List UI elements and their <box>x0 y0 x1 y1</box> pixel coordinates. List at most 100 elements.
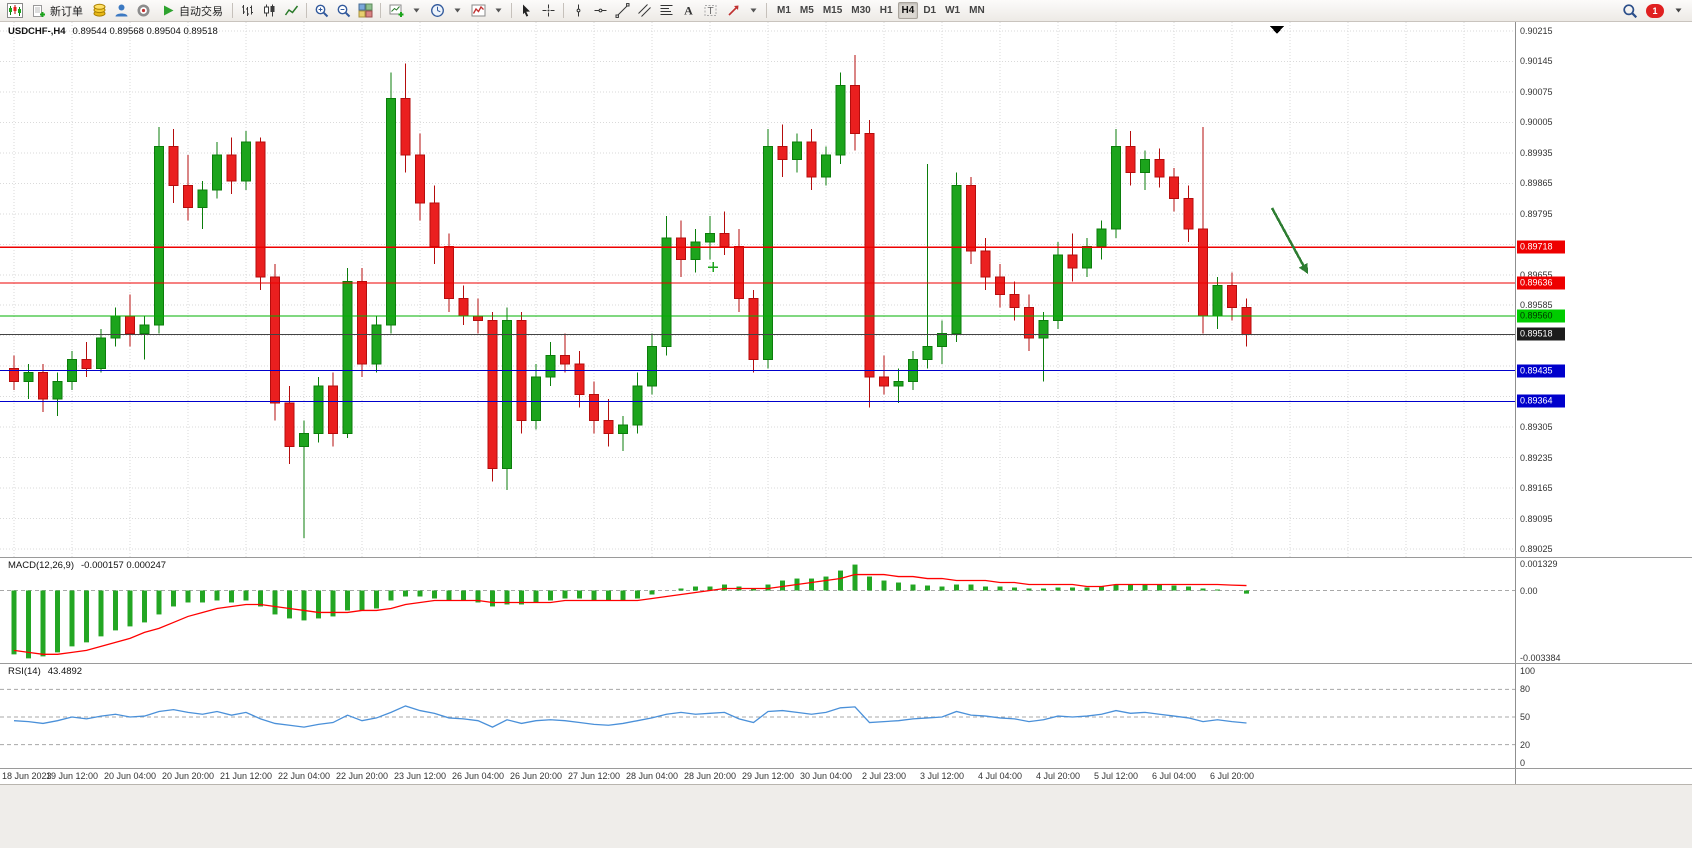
search-icon[interactable] <box>1619 2 1640 20</box>
chart-ohlc-values: 0.89544 0.89568 0.89504 0.89518 <box>72 26 218 37</box>
new-chart-icon <box>386 2 407 20</box>
panel-separator[interactable] <box>0 663 1692 664</box>
price-tag: 0.89560 <box>1517 309 1565 323</box>
price-tag: 0.89518 <box>1517 327 1565 341</box>
timeframe-button-h4[interactable]: H4 <box>897 2 919 19</box>
trendline-icon[interactable] <box>612 2 633 20</box>
text-label-icon[interactable]: T <box>700 2 721 20</box>
macd-values: -0.000157 0.000247 <box>81 560 167 571</box>
new-order-label: 新订单 <box>50 5 83 18</box>
fibonacci-icon[interactable] <box>656 2 677 20</box>
bar-chart-icon[interactable] <box>237 2 258 20</box>
timeframe-button-m1[interactable]: M1 <box>773 2 795 19</box>
zoom-out-icon[interactable] <box>333 2 354 20</box>
svg-text:A: A <box>684 4 693 18</box>
time-axis-label: 27 Jun 12:00 <box>567 771 621 781</box>
shapes-button[interactable] <box>722 2 762 20</box>
timeframe-button-w1[interactable]: W1 <box>941 2 964 19</box>
cursor-icon[interactable] <box>516 2 537 20</box>
notification-badge[interactable]: 1 <box>1646 3 1664 18</box>
toolbar-separator <box>232 3 233 18</box>
new-order-icon <box>31 2 47 20</box>
timeframe-button-d1[interactable]: D1 <box>919 2 940 19</box>
main-toolbar: 新订单 自动交易 <box>0 0 1692 22</box>
time-axis-label: 22 Jun 04:00 <box>277 771 331 781</box>
new-chart-button[interactable] <box>385 2 425 20</box>
caret-down-icon <box>449 2 465 20</box>
indicators-button[interactable] <box>467 2 507 20</box>
price-tick: 0.89235 <box>1520 452 1553 463</box>
price-scale[interactable]: 0.90215 0.90145 0.90075 0.90005 0.89935 0.898… <box>1515 22 1692 784</box>
macd-header: MACD(12,26,9) -0.000157 0.000247 <box>8 560 166 571</box>
macd-label: MACD(12,26,9) <box>8 560 74 571</box>
tile-windows-icon[interactable] <box>355 2 376 20</box>
timeframe-button-m5[interactable]: M5 <box>796 2 818 19</box>
channel-icon[interactable] <box>634 2 655 20</box>
time-axis-label: 2 Jul 23:00 <box>861 771 907 781</box>
toolbar-overflow-icon[interactable] <box>1670 2 1686 20</box>
price-tick: 0.89025 <box>1520 544 1553 554</box>
price-tick: 0.89165 <box>1520 483 1553 494</box>
time-axis-label: 28 Jun 20:00 <box>683 771 737 781</box>
line-chart-icon[interactable] <box>281 2 302 20</box>
caret-down-icon <box>745 2 761 20</box>
text-icon[interactable]: A <box>678 2 699 20</box>
rsi-scale-tick: 80 <box>1520 684 1531 695</box>
time-axis-label: 26 Jun 20:00 <box>509 771 563 781</box>
macd-scale-tick: 0.00 <box>1520 585 1538 596</box>
price-tag: 0.89435 <box>1517 364 1565 378</box>
time-axis-label: 3 Jul 12:00 <box>919 771 965 781</box>
time-axis[interactable]: 18 Jun 2023 19 Jun 12:00 20 Jun 04:00 20 Ju… <box>0 768 1515 784</box>
main-chart-canvas[interactable] <box>0 22 1515 557</box>
price-tick: 0.89585 <box>1520 300 1553 311</box>
rsi-label: RSI(14) <box>8 666 41 677</box>
chart-window-icon[interactable] <box>4 2 25 20</box>
time-axis-label: 4 Jul 20:00 <box>1035 771 1081 781</box>
panel-separator[interactable] <box>0 557 1692 558</box>
time-axis-label: 4 Jul 04:00 <box>977 771 1023 781</box>
crosshair-icon[interactable] <box>538 2 559 20</box>
rsi-scale-tick: 100 <box>1520 666 1536 676</box>
account-icon[interactable] <box>111 2 132 20</box>
price-tick: 0.89935 <box>1520 147 1553 158</box>
price-tag: 0.89718 <box>1517 240 1565 254</box>
time-axis-label: 19 Jun 12:00 <box>45 771 99 781</box>
community-icon[interactable] <box>133 2 154 20</box>
deposit-icon[interactable] <box>89 2 110 20</box>
chart-window: USDCHF-,H4 0.89544 0.89568 0.89504 0.895… <box>0 22 1692 784</box>
zoom-in-icon[interactable] <box>311 2 332 20</box>
autotrading-button[interactable]: 自动交易 <box>155 2 228 20</box>
toolbar-separator <box>766 3 767 18</box>
timeframe-button-m30[interactable]: M30 <box>847 2 874 19</box>
toolbar-separator <box>306 3 307 18</box>
macd-scale-tick: -0.003384 <box>1520 653 1561 663</box>
vertical-line-icon[interactable] <box>568 2 589 20</box>
price-tick: 0.89865 <box>1520 178 1553 189</box>
period-button[interactable] <box>426 2 466 20</box>
macd-canvas[interactable] <box>0 557 1515 663</box>
price-tick: 0.89305 <box>1520 422 1553 433</box>
timeframe-button-m15[interactable]: M15 <box>819 2 846 19</box>
rsi-canvas[interactable] <box>0 663 1515 768</box>
timeframe-group: M1 M5 M15 M30 H1 H4 D1 W1 MN <box>773 2 989 19</box>
price-tick: 0.89795 <box>1520 208 1553 219</box>
status-bar <box>0 784 1692 848</box>
horizontal-line-icon[interactable] <box>590 2 611 20</box>
time-axis-label: 6 Jul 20:00 <box>1209 771 1255 781</box>
candlestick-chart-icon[interactable] <box>259 2 280 20</box>
price-tick: 0.89655 <box>1520 269 1553 280</box>
autotrading-play-icon <box>160 2 176 20</box>
svg-text:T: T <box>707 6 713 17</box>
caret-down-icon <box>408 2 424 20</box>
timeframe-button-mn[interactable]: MN <box>965 2 989 19</box>
time-axis-label: 26 Jun 04:00 <box>451 771 505 781</box>
new-order-button[interactable]: 新订单 <box>26 2 88 20</box>
timeframe-button-h1[interactable]: H1 <box>876 2 897 19</box>
period-clock-icon <box>427 2 448 20</box>
rsi-header: RSI(14) 43.4892 <box>8 666 82 677</box>
price-tick: 0.90005 <box>1520 117 1553 128</box>
time-axis-label: 18 Jun 2023 <box>2 771 52 781</box>
toolbar-separator <box>563 3 564 18</box>
time-axis-label: 22 Jun 20:00 <box>335 771 389 781</box>
toolbar-separator <box>380 3 381 18</box>
